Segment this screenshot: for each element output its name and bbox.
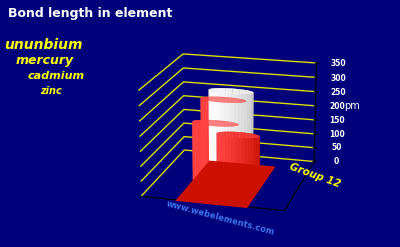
Text: ununbium: ununbium — [4, 38, 82, 52]
Text: cadmium: cadmium — [28, 71, 85, 81]
Text: Bond length in element: Bond length in element — [8, 7, 172, 21]
Text: mercury: mercury — [16, 54, 74, 67]
Text: zinc: zinc — [40, 86, 62, 96]
Text: www.webelements.com: www.webelements.com — [165, 199, 275, 237]
Text: Group 12: Group 12 — [288, 162, 342, 190]
